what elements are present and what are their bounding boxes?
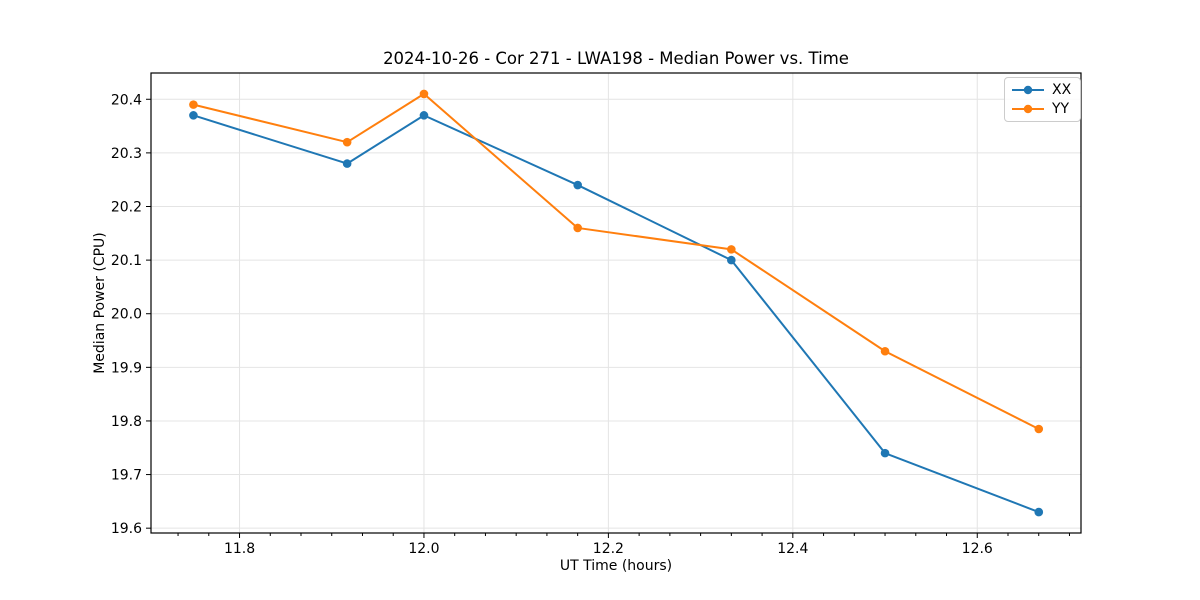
y-tick-label: 20.4 [111,92,142,108]
y-tick-label: 20.2 [111,199,142,215]
data-point-yy [1034,424,1044,434]
y-tick-label: 20.3 [111,146,142,162]
data-point-yy [342,137,352,147]
x-tick-label: 12.6 [962,541,993,557]
series-line-yy [192,92,1040,430]
data-point-yy [573,223,582,233]
x-tick-label: 12.2 [593,541,624,557]
legend-item-yy: YY [1011,101,1071,117]
data-point-xx [342,159,352,168]
x-tick-label: 12.4 [777,541,808,557]
data-point-yy [880,346,890,356]
data-point-xx [1034,507,1044,517]
data-point-yy [189,100,198,109]
legend-label-xx: XX [1052,82,1072,98]
data-point-yy [727,245,736,254]
y-tick-label: 19.9 [111,360,142,376]
data-point-xx [880,448,890,458]
legend-item-xx: XX [1011,82,1071,98]
data-point-xx [573,180,582,190]
legend-label-yy: YY [1052,101,1070,117]
data-point-xx [727,255,736,265]
legend-line-marker-icon [1012,85,1044,95]
x-tick-label: 11.8 [224,541,255,557]
y-axis-label: Median Power (CPU) [92,232,108,374]
x-tick-label: 12.0 [408,541,439,557]
y-tick-label: 19.7 [111,468,142,484]
y-tick-label: 19.8 [111,414,142,430]
y-tick-label: 20.1 [111,253,142,269]
legend: XX YY [1004,77,1082,122]
x-axis-label: UT Time (hours) [559,558,673,574]
data-point-yy [419,89,429,99]
legend-line-marker-icon [1012,104,1044,114]
data-point-xx [189,111,198,120]
chart-title: 2024-10-26 - Cor 271 - LWA198 - Median P… [383,49,849,68]
y-tick-label: 19.6 [111,521,142,537]
data-point-xx [419,111,429,120]
axes-spines [150,72,1082,534]
y-tick-label: 20.0 [111,307,142,323]
